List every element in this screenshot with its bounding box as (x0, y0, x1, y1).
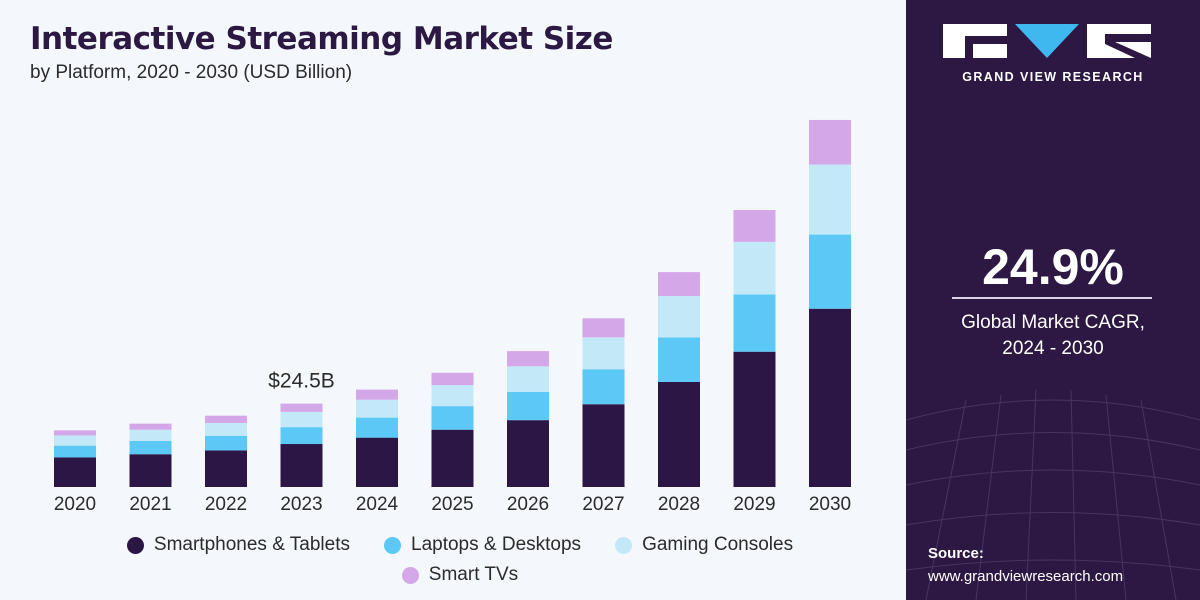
bar-segment-2020-1 (54, 457, 96, 487)
x-tick-label: 2020 (54, 494, 96, 515)
data-label: $24.5B (268, 370, 335, 393)
chart-title: Interactive Streaming Market Size (30, 21, 613, 57)
bar-segment-2025-3 (431, 385, 474, 407)
bar-segment-2020-3 (54, 435, 96, 446)
legend-swatch (615, 536, 633, 554)
legend-label: Smartphones & Tablets (153, 534, 351, 555)
legend-item: Smartphones & Tablets (126, 534, 351, 556)
x-tick-label: 2029 (733, 494, 775, 515)
bar-segment-2027-3 (582, 337, 625, 370)
bar-segment-2028-4 (658, 272, 700, 296)
bar-segment-2028-1 (658, 381, 700, 487)
logo-mark-icon (943, 24, 1163, 58)
side-panel: GRAND VIEW RESEARCH 24.9% Global Market … (906, 0, 1200, 600)
x-tick-label: 2030 (809, 494, 851, 515)
bar-segment-2024-4 (356, 389, 398, 400)
bar-segment-2028-3 (658, 296, 700, 338)
legend-label: Gaming Consoles (642, 534, 794, 555)
x-tick-label: 2023 (280, 494, 322, 515)
bar-segment-2030-4 (809, 119, 851, 165)
decorative-grid (906, 389, 1200, 600)
bar-segment-2025-4 (431, 372, 474, 386)
bar-segment-2030-3 (809, 164, 851, 235)
bar-segment-2026-4 (507, 351, 549, 367)
source-label: Source: (928, 545, 984, 562)
chart-legend: Smartphones & Tablets Laptops & Desktops G… (60, 534, 860, 594)
bar-segment-2020-4 (54, 430, 96, 436)
legend-row: Smart TVs (60, 564, 860, 586)
bar-segment-2025-1 (431, 429, 474, 487)
chart-subtitle: by Platform, 2020 - 2030 (USD Billion) (30, 62, 353, 83)
bar-segment-2021-2 (129, 440, 172, 455)
legend-item: Smart TVs (401, 564, 519, 586)
bar-segment-2028-2 (658, 337, 700, 382)
bar-segment-2024-1 (356, 437, 398, 487)
bar-segment-2024-3 (356, 399, 398, 418)
cagr-label: Global Market CAGR, 2024 - 2030 (906, 310, 1200, 362)
x-tick-label: 2024 (356, 494, 399, 515)
x-tick-label: 2025 (431, 494, 473, 515)
x-tick-label: 2026 (507, 494, 549, 515)
bar-segment-2021-4 (129, 423, 172, 430)
bar-segment-2023-4 (280, 403, 323, 412)
bar-segment-2022-2 (205, 435, 247, 451)
bar-segment-2027-1 (582, 404, 625, 487)
bar-segment-2023-1 (280, 444, 323, 487)
bar-segment-2027-4 (582, 318, 625, 338)
legend-swatch (401, 566, 419, 584)
logo: GRAND VIEW RESEARCH (943, 24, 1163, 84)
bar-segment-2029-2 (733, 294, 776, 352)
legend-swatch (126, 536, 144, 554)
legend-label: Laptops & Desktops (411, 534, 582, 555)
bar-segment-2030-2 (809, 234, 851, 309)
bar-segment-2026-1 (507, 420, 549, 487)
cagr-value: 24.9% (982, 239, 1124, 295)
bar-segment-2025-2 (431, 406, 474, 430)
bar-segment-2029-1 (733, 351, 776, 487)
bar-segment-2027-2 (582, 369, 625, 405)
cagr-label-line2: 2024 - 2030 (1002, 338, 1104, 359)
bar-segment-2023-2 (280, 427, 323, 445)
bar-segment-2026-3 (507, 366, 549, 392)
chart-area: Interactive Streaming Market Size by Pla… (30, 21, 860, 594)
source-link[interactable]: www.grandviewresearch.com (928, 568, 1124, 585)
bar-segment-2026-2 (507, 391, 549, 421)
legend-item: Laptops & Desktops (384, 534, 581, 556)
legend-label: Smart TVs (428, 564, 519, 585)
bar-segment-2021-3 (129, 429, 172, 441)
bar-segment-2021-1 (129, 454, 172, 487)
bar-segment-2030-1 (809, 308, 851, 487)
divider (952, 297, 1152, 299)
bar-segment-2023-3 (280, 411, 323, 428)
bar-segment-2029-3 (733, 241, 776, 295)
bar-segment-2029-4 (733, 210, 776, 242)
legend-swatch (384, 536, 402, 554)
bar-segment-2022-4 (205, 415, 247, 424)
legend-item: Gaming Consoles (615, 534, 793, 556)
bar-segment-2022-3 (205, 423, 247, 436)
logo-text: GRAND VIEW RESEARCH (962, 70, 1144, 84)
x-tick-label: 2028 (658, 494, 700, 515)
bar-segment-2022-1 (205, 450, 247, 487)
bar-chart: 2020 2021 2022 2023 $24.5B 2024 2025 2026 2027 20… (54, 119, 851, 515)
bar-segment-2020-2 (54, 445, 96, 458)
cagr-label-line1: Global Market CAGR, (961, 312, 1145, 333)
bar-segment-2024-2 (356, 417, 398, 438)
x-tick-label: 2027 (582, 494, 624, 515)
legend-row: Smartphones & Tablets Laptops & Desktops G… (60, 534, 860, 556)
x-tick-label: 2022 (205, 494, 247, 515)
x-tick-label: 2021 (129, 494, 171, 515)
